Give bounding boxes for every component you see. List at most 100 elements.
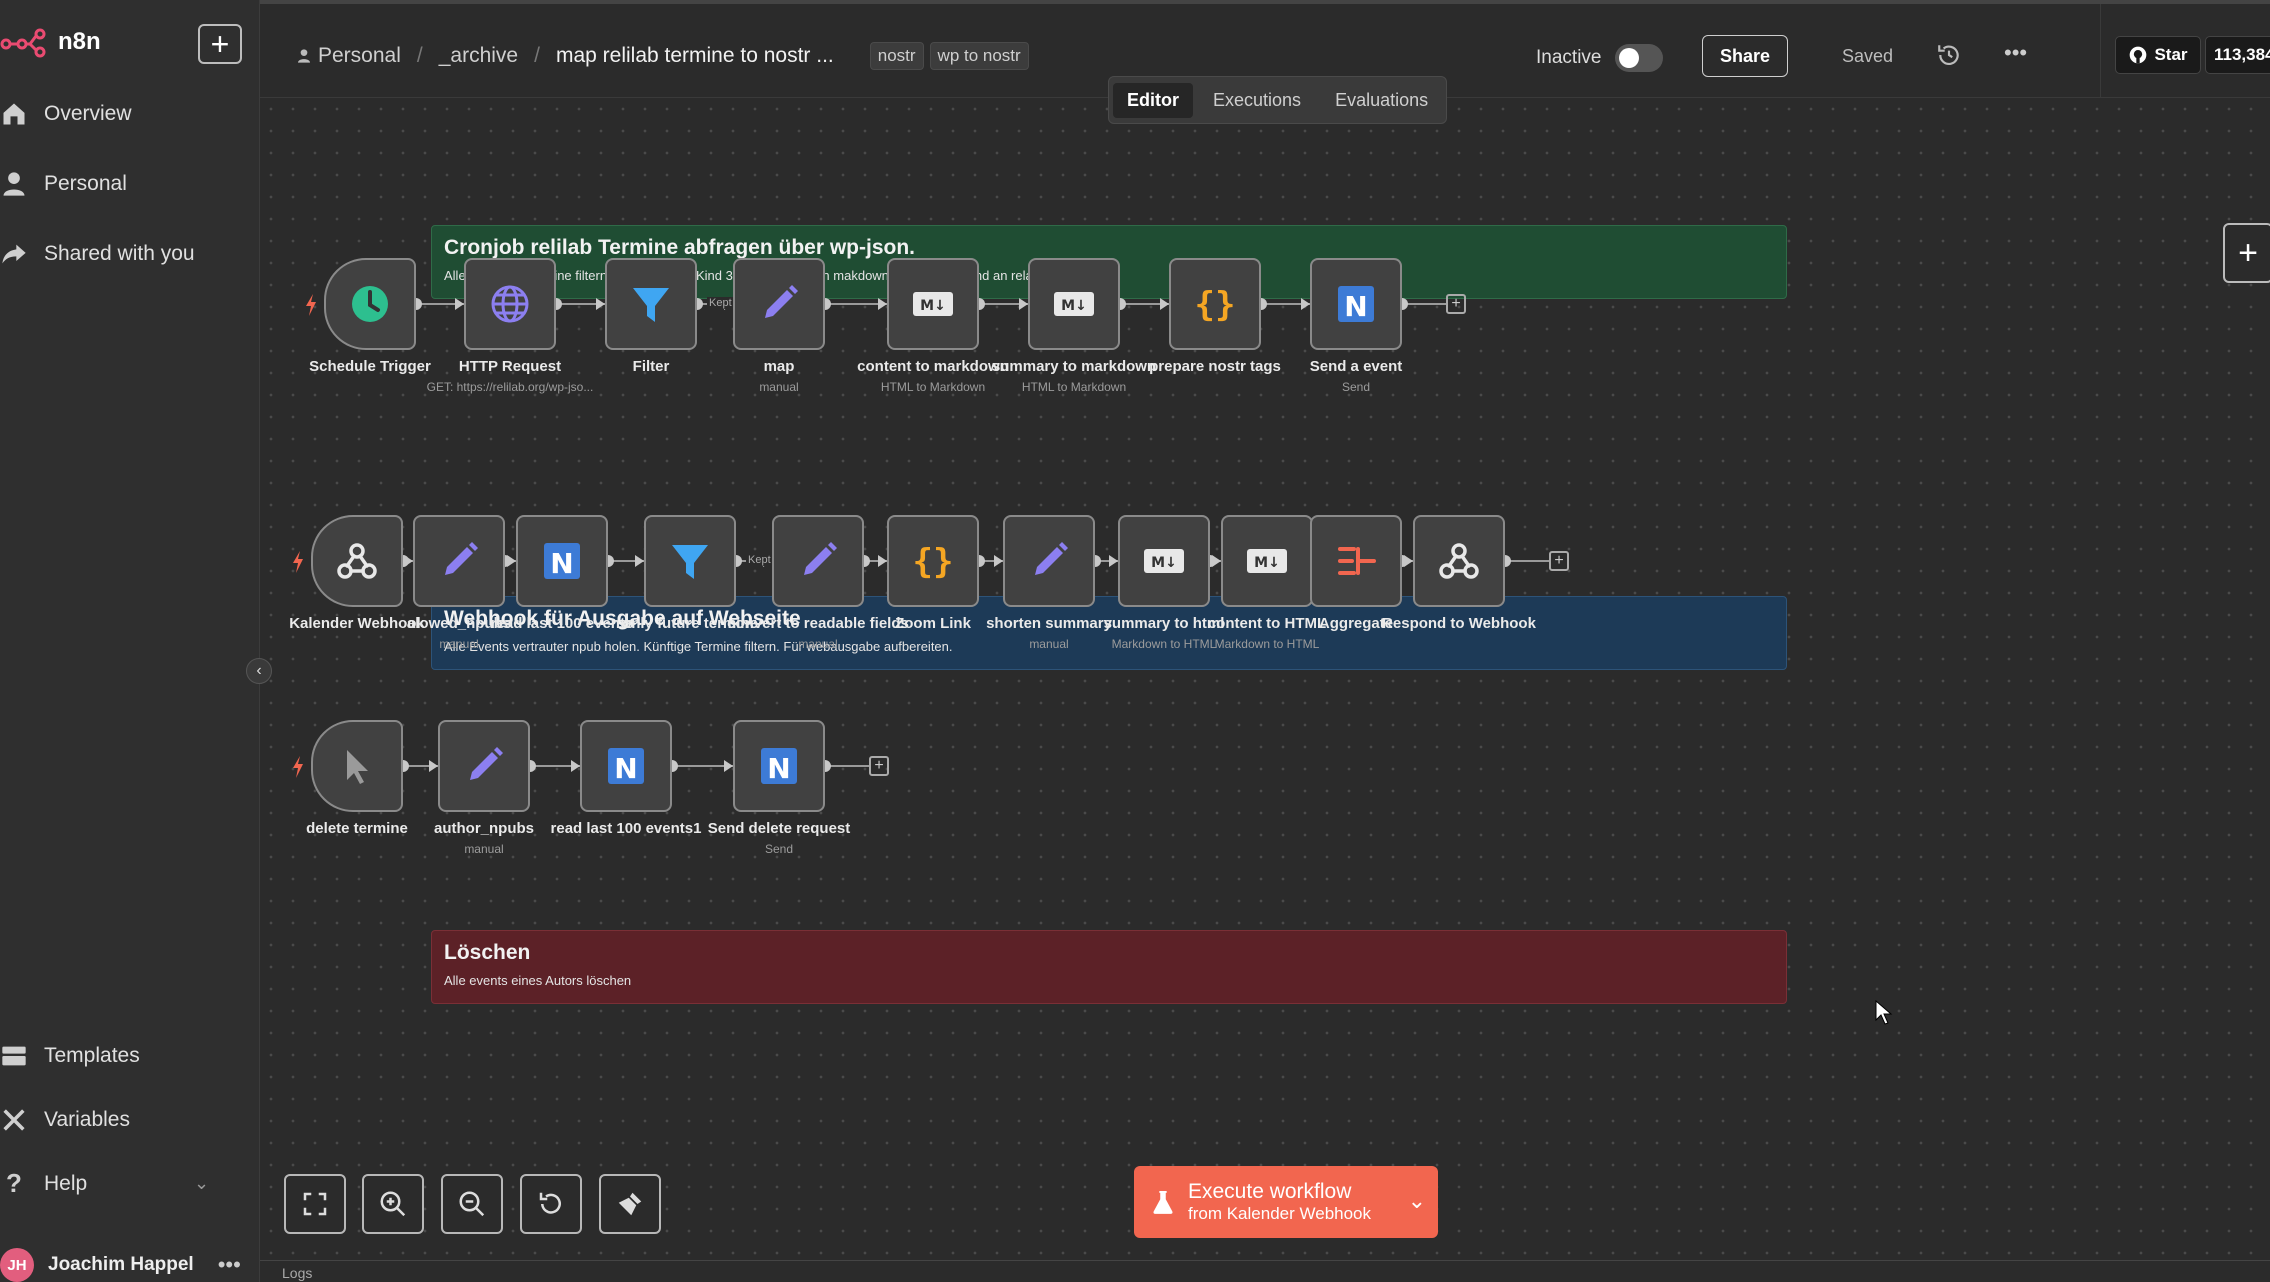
breadcrumb-project[interactable]: Personal [296,44,401,68]
tab-executions[interactable]: Executions [1213,89,1302,110]
add-next-node-icon[interactable]: + [1549,551,1569,571]
workflow-node[interactable] [1413,515,1505,607]
add-node-button[interactable]: + [2223,223,2270,283]
connection-line [1261,303,1310,305]
mouse-cursor-icon [1875,1000,1893,1025]
workflow-node[interactable]: {} [887,515,979,607]
home-icon [3,103,25,125]
node-subtitle: Markdown to HTML [1214,637,1320,651]
github-star-button[interactable]: Star [2115,36,2201,74]
fit-view-icon [303,1192,327,1216]
workflow-node[interactable] [772,515,864,607]
help-icon: ? [6,1168,22,1198]
node-label: prepare nostr tags [1149,358,1281,375]
connection-line [1095,560,1118,562]
node-subtitle: Send [1341,380,1371,394]
tidy-up-button[interactable] [599,1174,661,1234]
user-icon [298,49,310,63]
connection-line [556,303,605,305]
more-icon[interactable]: ••• [217,1252,241,1277]
workflow-node[interactable] [733,258,825,350]
workflow-node[interactable] [311,515,403,607]
tag[interactable]: nostr [869,42,924,70]
arrow-icon [994,555,1003,567]
svg-text:M↓: M↓ [920,298,946,314]
connection-line [1505,560,1551,562]
node-subtitle: manual [464,842,504,856]
node-label: Send a event [1309,358,1403,375]
sidebar-item-overview[interactable]: Overview [0,100,132,128]
workflow-node[interactable] [644,515,736,607]
flask-icon [1153,1191,1173,1214]
sidebar-item-label: Personal [44,172,127,195]
workflow-node[interactable]: M↓ [1221,515,1313,607]
connection-label: Kept [707,297,734,309]
workflow-canvas[interactable]: + Cronjob relilab Termine abfragen über … [260,98,2270,1282]
globe-icon [486,280,534,328]
connection-line [979,560,1003,562]
sticky-note-webhook[interactable]: Webhook für Ausgabe auf Webseite Alle Ev… [431,596,1787,670]
aggregate-icon [1332,537,1380,585]
workflow-node[interactable] [324,258,416,350]
arrow-icon [596,298,605,310]
node-label: Aggregate [1318,615,1394,632]
arrow-icon [724,760,733,772]
connection-line [416,303,464,305]
tab-editor[interactable]: Editor [1113,82,1193,118]
execute-workflow-button[interactable]: Execute workflow from Kalender Webhook ⌄ [1134,1166,1438,1238]
collapse-sidebar-button[interactable]: ‹ [246,658,272,684]
share-button[interactable]: Share [1702,35,1788,77]
logs-panel[interactable]: Logs [260,1260,2270,1282]
workflow-node[interactable]: N [1310,258,1402,350]
sidebar-item-label: Overview [44,102,132,125]
reset-zoom-button[interactable] [520,1174,582,1234]
github-icon [2130,46,2147,64]
workflow-node[interactable]: {} [1169,258,1261,350]
more-options-icon[interactable]: ••• [2004,40,2028,65]
breadcrumb: Personal / _archive / map relilab termin… [296,42,1029,70]
zoom-out-button[interactable] [441,1174,503,1234]
github-star-count[interactable]: 113,384 [2205,36,2270,74]
workflow-node[interactable]: N [580,720,672,812]
sidebar-item-personal[interactable]: Personal [0,170,127,198]
workflow-node[interactable]: M↓ [887,258,979,350]
connection-line [672,765,733,767]
github-star-label: Star [2154,45,2188,64]
sidebar-item-variables[interactable]: Variables [0,1106,130,1134]
fit-view-button[interactable] [284,1174,346,1234]
history-icon[interactable] [1936,42,1962,68]
sidebar-item-templates[interactable]: Templates [0,1042,140,1070]
sidebar-item-shared[interactable]: Shared with you [0,240,195,268]
workflow-node[interactable] [438,720,530,812]
add-button[interactable]: + [198,24,242,64]
workflow-node[interactable]: N [733,720,825,812]
tab-evaluations[interactable]: Evaluations [1335,89,1429,110]
workflow-node[interactable]: N [516,515,608,607]
add-next-node-icon[interactable]: + [1446,294,1466,314]
pencil-icon [435,537,483,585]
zoom-in-button[interactable] [362,1174,424,1234]
active-toggle[interactable] [1615,44,1664,72]
workflow-name[interactable]: map relilab termine to nostr ... [555,44,834,67]
workflow-node[interactable] [605,258,697,350]
logo[interactable]: n8n [0,26,101,58]
connection-label: Kept [746,554,773,566]
workflow-node[interactable]: M↓ [1118,515,1210,607]
workflow-node[interactable] [413,515,505,607]
sticky-note-loeschen[interactable]: Löschen Alle events eines Autors löschen [431,930,1787,1004]
workflow-node[interactable]: M↓ [1028,258,1120,350]
workflow-node[interactable] [464,258,556,350]
trigger-bolt-icon [304,294,318,316]
workflow-node[interactable] [1003,515,1095,607]
tag[interactable]: wp to nostr [929,42,1029,70]
svg-text:N: N [550,547,573,580]
breadcrumb-folder[interactable]: _archive [438,44,519,67]
sidebar-item-help[interactable]: ? Help ⌄ [0,1168,220,1199]
node-label: Send delete request [707,820,851,837]
add-next-node-icon[interactable]: + [869,756,889,776]
arrow-icon [1301,298,1310,310]
user-menu[interactable]: JH Joachim Happel ••• [0,1248,241,1282]
workflow-node[interactable] [1310,515,1402,607]
chevron-down-icon[interactable]: ⌄ [1407,1188,1426,1213]
workflow-node[interactable] [311,720,403,812]
